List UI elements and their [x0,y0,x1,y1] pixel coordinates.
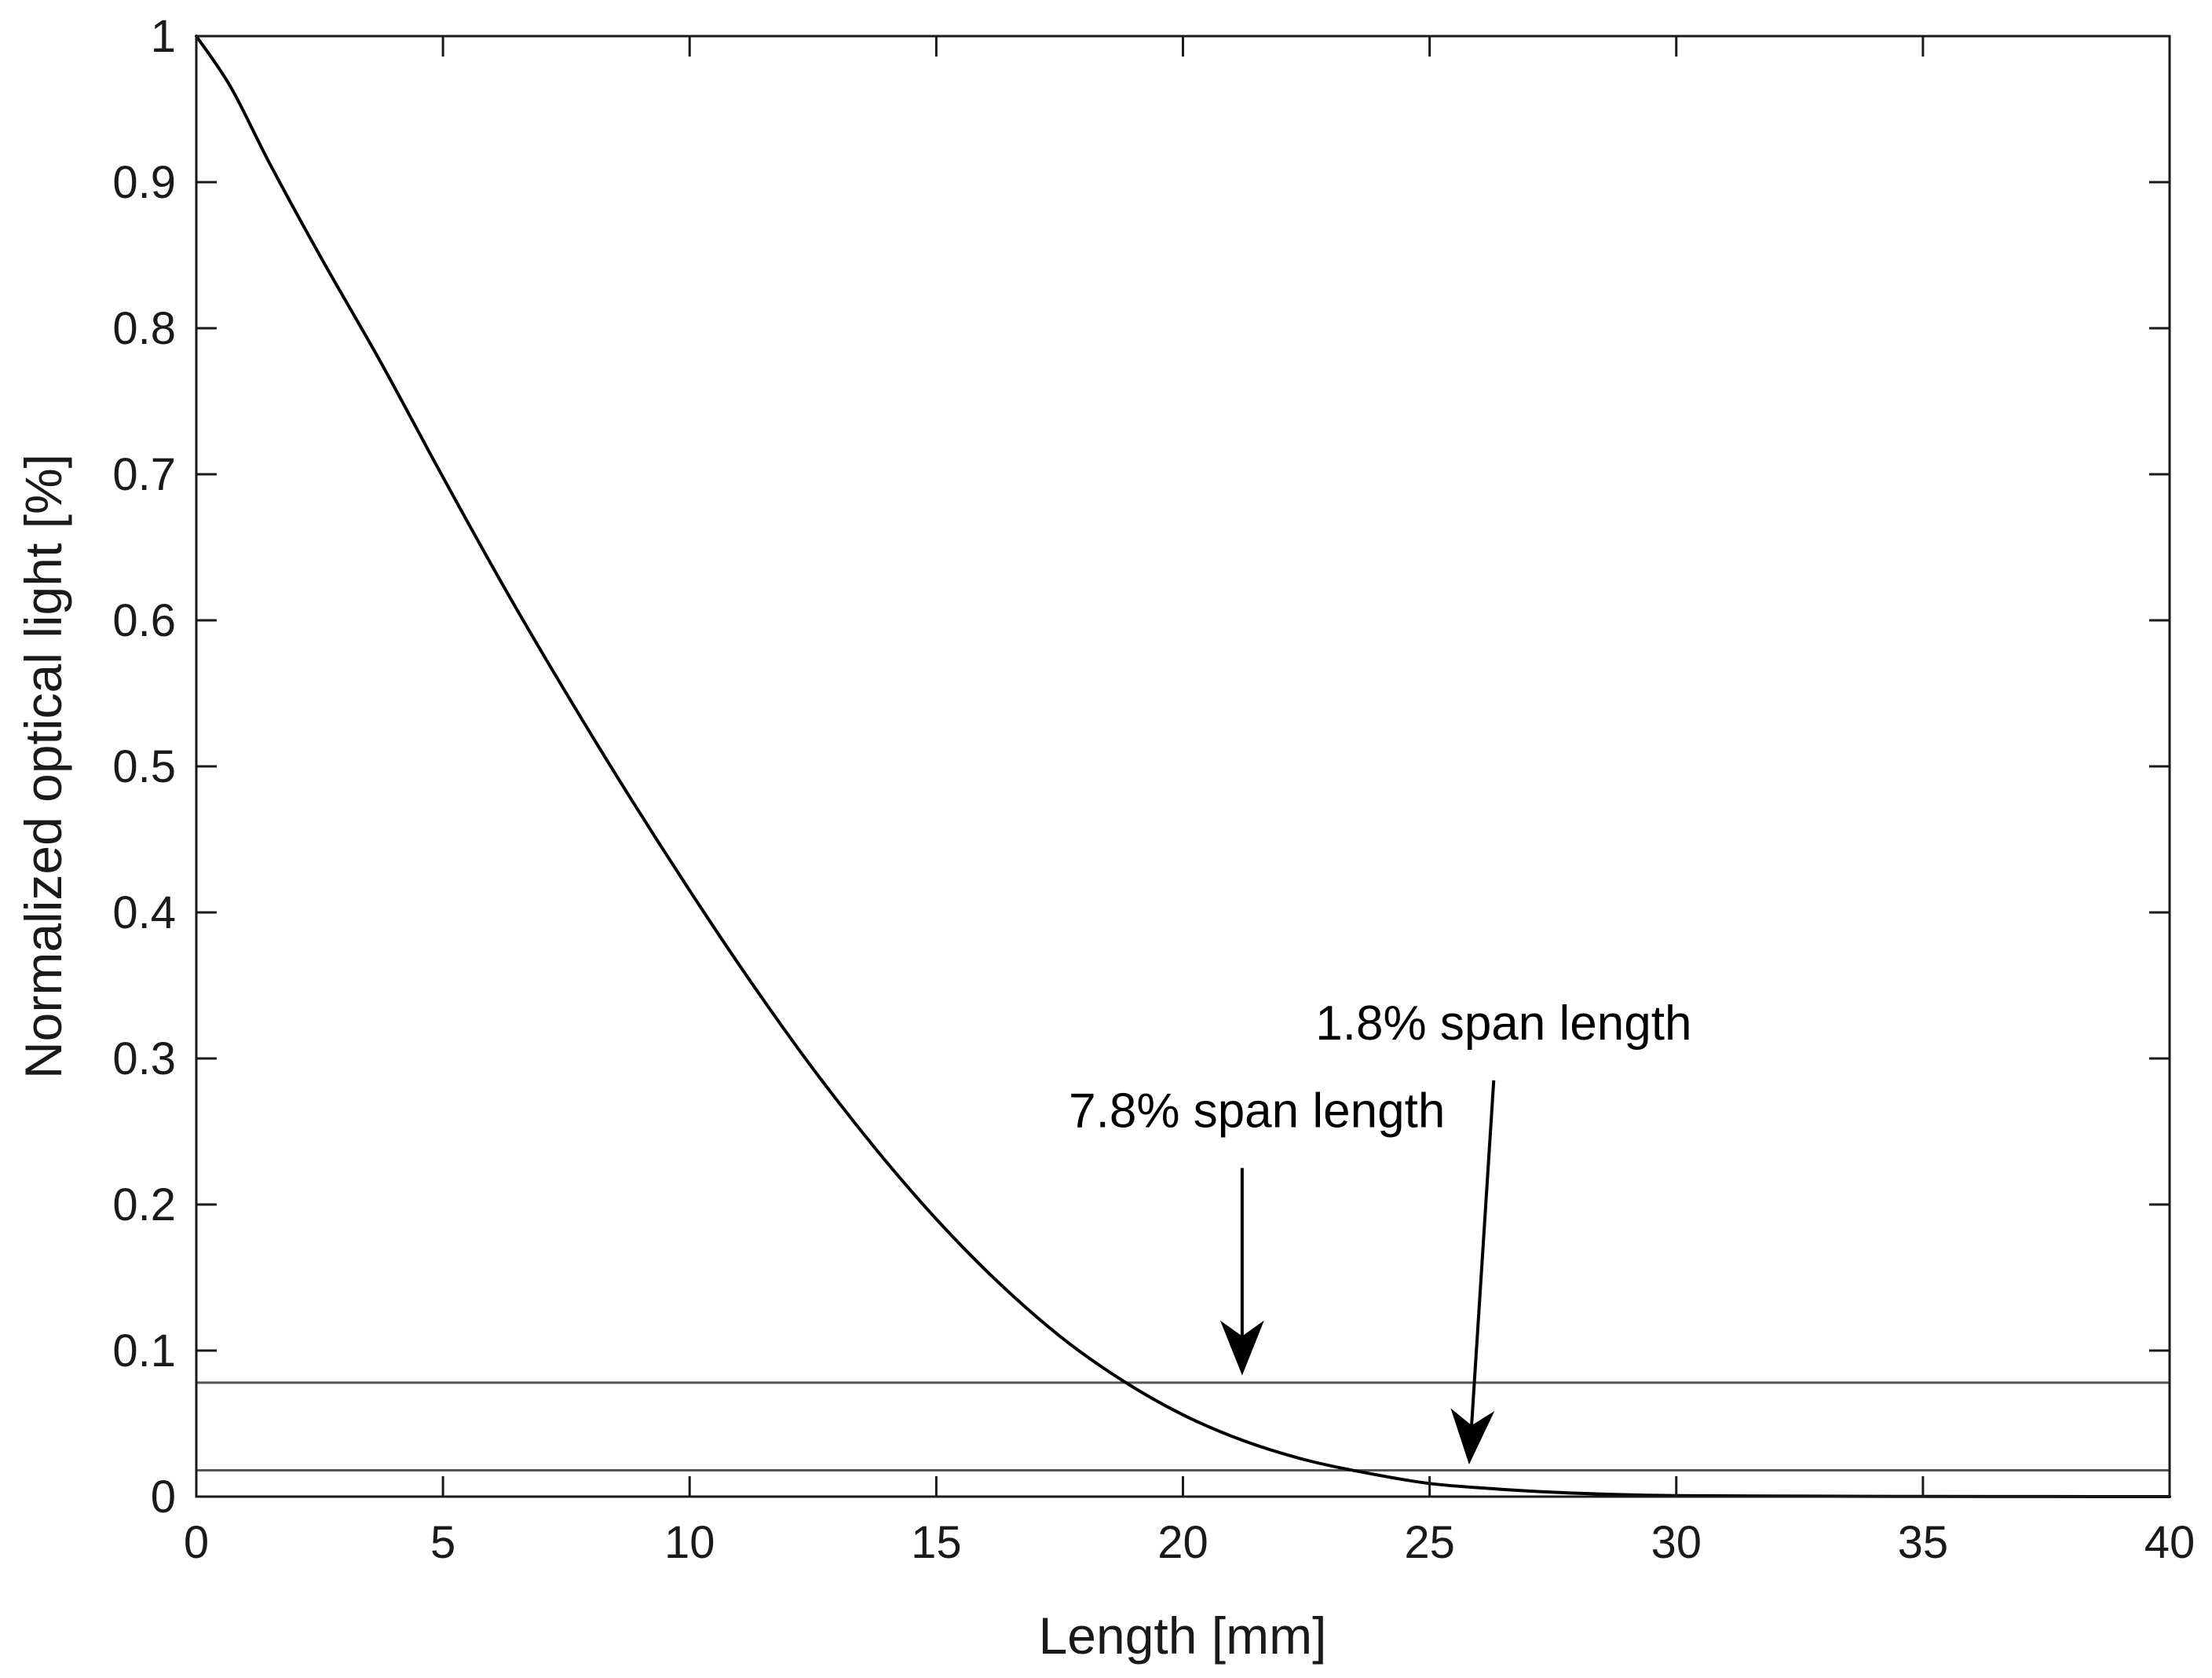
x-tick-label: 15 [911,1517,962,1568]
y-tick-label: 0.2 [112,1179,176,1230]
x-axis-label: Length [mm] [1039,1607,1327,1665]
x-tick-label: 5 [430,1517,455,1568]
x-tick-label: 30 [1651,1517,1702,1568]
plot-frame [195,35,2171,1498]
x-tick-label: 20 [1157,1517,1208,1568]
y-tick-label: 0.8 [112,303,176,354]
annotation-label: 7.8% span length [1069,1084,1445,1138]
y-tick-label: 0.5 [112,741,176,792]
ticks-layer: 0 5 10 15 20 25 30 35 40 0 0.1 0.2 0.3 0.4 0.5 0.6 0.7 0.… [112,11,2195,1568]
y-tick-label: 0.6 [112,595,176,646]
annotation-arrowhead [1450,1408,1495,1465]
reference-lines [196,1381,2170,1472]
y-tick-label: 0.1 [112,1325,176,1376]
y-tick-label: 0.9 [112,157,176,208]
x-tick-label: 10 [664,1517,715,1568]
annotation-arrow-shaft [1470,1080,1496,1426]
x-tick-label: 25 [1404,1517,1455,1568]
x-tick-label: 40 [2144,1517,2196,1568]
annotation-arrowhead [1219,1320,1264,1376]
series-line [195,35,2171,1498]
y-tick-label: 1 [151,11,176,62]
annotation-label: 1.8% span length [1315,996,1691,1051]
y-tick-label: 0.7 [112,449,176,500]
x-tick-label: 0 [184,1517,209,1568]
y-tick-label: 0 [151,1471,176,1523]
plot-area [196,36,2170,1497]
y-tick-label: 0.4 [112,887,176,938]
annotation-layer: 7.8% span length 1.8% span length [1069,996,1691,1465]
y-axis-label: Normalized optical light [%] [14,454,72,1079]
y-tick-label: 0.3 [112,1033,176,1084]
x-tick-label: 35 [1898,1517,1949,1568]
series-layer [195,35,2171,1498]
